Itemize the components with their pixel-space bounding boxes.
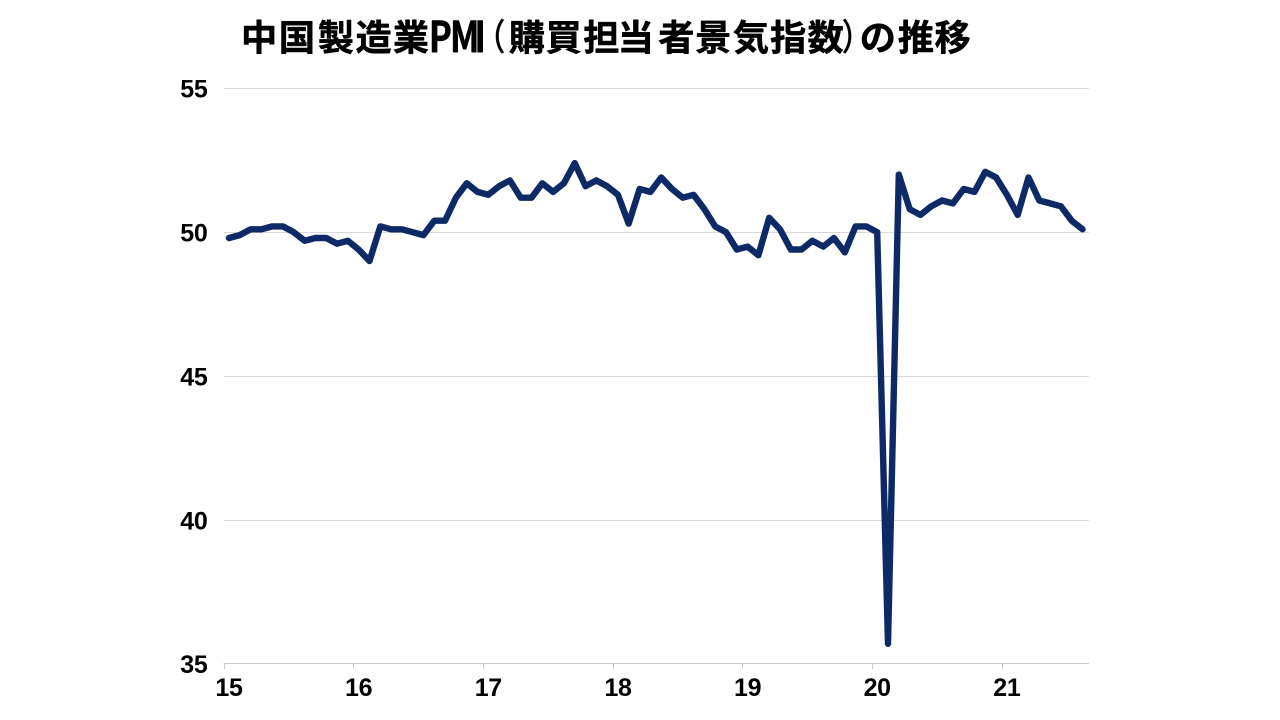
svg-text:55: 55 — [180, 76, 208, 104]
svg-text:21: 21 — [993, 674, 1021, 702]
svg-text:19: 19 — [734, 674, 761, 702]
svg-text:17: 17 — [475, 674, 502, 702]
svg-text:40: 40 — [180, 507, 207, 535]
svg-text:15: 15 — [215, 674, 243, 702]
svg-text:18: 18 — [604, 674, 632, 702]
svg-text:45: 45 — [180, 363, 208, 391]
svg-text:20: 20 — [864, 674, 891, 702]
svg-text:35: 35 — [180, 651, 208, 679]
svg-text:50: 50 — [180, 220, 207, 248]
svg-text:16: 16 — [345, 674, 372, 702]
